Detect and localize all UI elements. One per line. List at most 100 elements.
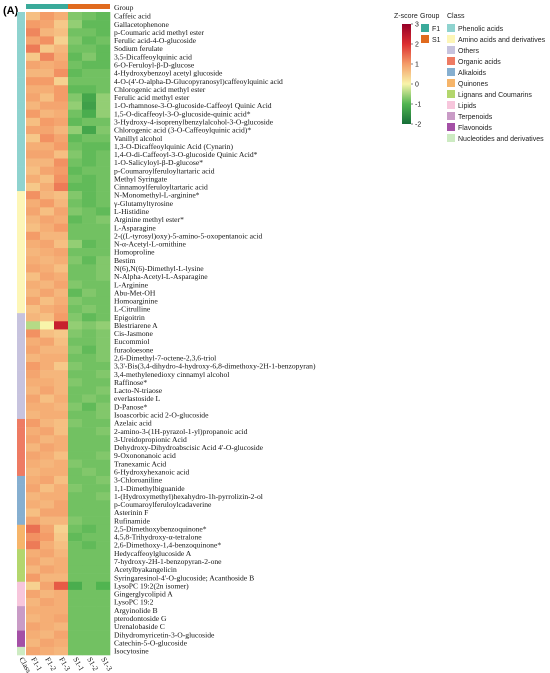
heatmap-cell <box>96 573 111 583</box>
heatmap-cell <box>82 68 97 78</box>
row-label: Tranexamic Acid <box>114 459 166 468</box>
heatmap-cell <box>54 524 69 534</box>
heatmap-cell <box>26 109 41 119</box>
heatmap-cell <box>40 532 55 542</box>
row-label: Abu-Met-OH <box>114 288 156 297</box>
heatmap-cell <box>40 207 55 216</box>
heatmap-cell <box>54 256 69 265</box>
heatmap-cell <box>40 516 55 526</box>
heatmap-cell <box>26 557 41 566</box>
heatmap-cell <box>96 500 111 509</box>
heatmap-cell <box>54 492 69 501</box>
heatmap-cell <box>54 264 69 273</box>
heatmap-cell <box>54 296 69 306</box>
row-label: everlastoside L <box>114 394 161 403</box>
class-cell <box>17 532 25 542</box>
heatmap-cell <box>82 646 97 656</box>
heatmap-cell <box>96 386 111 395</box>
class-cell <box>17 541 25 550</box>
class-cell <box>17 394 25 403</box>
heatmap-cell <box>54 182 69 192</box>
heatmap-cell <box>40 117 55 127</box>
heatmap-cell <box>82 386 97 395</box>
row-label: Urenalobaside C <box>114 622 165 631</box>
heatmap-cell <box>54 508 69 517</box>
heatmap-cell <box>68 549 83 558</box>
heatmap-cell <box>68 475 83 485</box>
heatmap-cell <box>82 418 97 428</box>
heatmap-cell <box>40 166 55 176</box>
heatmap-cell <box>82 410 97 420</box>
heatmap-cell <box>68 516 83 526</box>
class-cell <box>17 199 25 208</box>
class-legend-swatch <box>447 35 455 43</box>
heatmap-cell <box>40 508 55 517</box>
class-cell <box>17 492 25 501</box>
class-cell <box>17 207 25 216</box>
heatmap-cell <box>96 581 111 591</box>
heatmap-cell <box>82 337 97 347</box>
group-cell <box>40 4 54 9</box>
row-label: 1-O-Salicyloyl-β-D-glucose* <box>114 158 203 167</box>
heatmap-cell <box>40 199 55 208</box>
heatmap-cell <box>54 313 69 322</box>
heatmap-cell <box>68 280 83 290</box>
heatmap-cell <box>82 20 97 29</box>
heatmap-cell <box>96 337 111 347</box>
class-cell <box>17 215 25 224</box>
row-label: furaoloesone <box>114 345 154 354</box>
heatmap-cell <box>82 256 97 265</box>
heatmap-cell <box>40 191 55 200</box>
heatmap-cell <box>40 68 55 78</box>
heatmap-cell <box>82 117 97 127</box>
heatmap-cell <box>68 606 83 615</box>
row-label: pterodontoside G <box>114 614 167 623</box>
heatmap-cell <box>26 402 41 412</box>
class-cell <box>17 239 25 249</box>
heatmap-cell <box>54 199 69 208</box>
heatmap-cell <box>82 451 97 460</box>
heatmap-cell <box>54 28 69 37</box>
heatmap-cell <box>26 646 41 656</box>
heatmap-cell <box>96 101 111 110</box>
heatmap-cell <box>68 524 83 534</box>
zscore-tick: -2 <box>415 121 421 128</box>
heatmap-cell <box>26 598 41 607</box>
heatmap-cell <box>54 500 69 509</box>
row-label: 3-Hydroxy-4-isoprenylbenzylalcohol-3-O-g… <box>114 117 274 126</box>
class-cell <box>17 142 25 151</box>
heatmap-cell <box>26 93 41 102</box>
heatmap-cell <box>26 427 41 436</box>
class-cell <box>17 573 25 583</box>
heatmap-cell <box>40 77 55 86</box>
heatmap-cell <box>26 288 41 298</box>
heatmap-cell <box>40 125 55 135</box>
heatmap-cell <box>26 353 41 363</box>
heatmap-cell <box>26 337 41 347</box>
heatmap-cell <box>82 532 97 542</box>
heatmap-cell <box>96 166 111 176</box>
heatmap-cell <box>68 101 83 110</box>
group-strip-label: Group <box>114 3 134 12</box>
heatmap-cell <box>26 532 41 542</box>
heatmap-cell <box>82 622 97 631</box>
row-label: Chlorogenic acid (3-O-Caffeoylquinic aci… <box>114 126 251 135</box>
heatmap-cell <box>96 484 111 493</box>
class-cell <box>17 85 25 94</box>
heatmap-cell <box>96 370 111 379</box>
row-label: 2,6-Dimethyl-7-octene-2,3,6-triol <box>114 354 216 363</box>
heatmap-cell <box>26 622 41 631</box>
heatmap-cell <box>82 28 97 37</box>
heatmap-cell <box>82 182 97 192</box>
class-legend-label: Amino acids and derivatives <box>458 37 546 44</box>
heatmap-cell <box>26 386 41 395</box>
heatmap-cell <box>40 467 55 477</box>
heatmap-cell <box>96 191 111 200</box>
heatmap-cell <box>68 614 83 623</box>
heatmap-cell <box>96 532 111 542</box>
row-label: 3,5-Dicaffeoylquinic acid <box>114 52 192 61</box>
heatmap-cell <box>40 418 55 428</box>
class-legend-swatch <box>447 123 455 131</box>
class-cell <box>17 329 25 338</box>
class-cell <box>17 467 25 477</box>
